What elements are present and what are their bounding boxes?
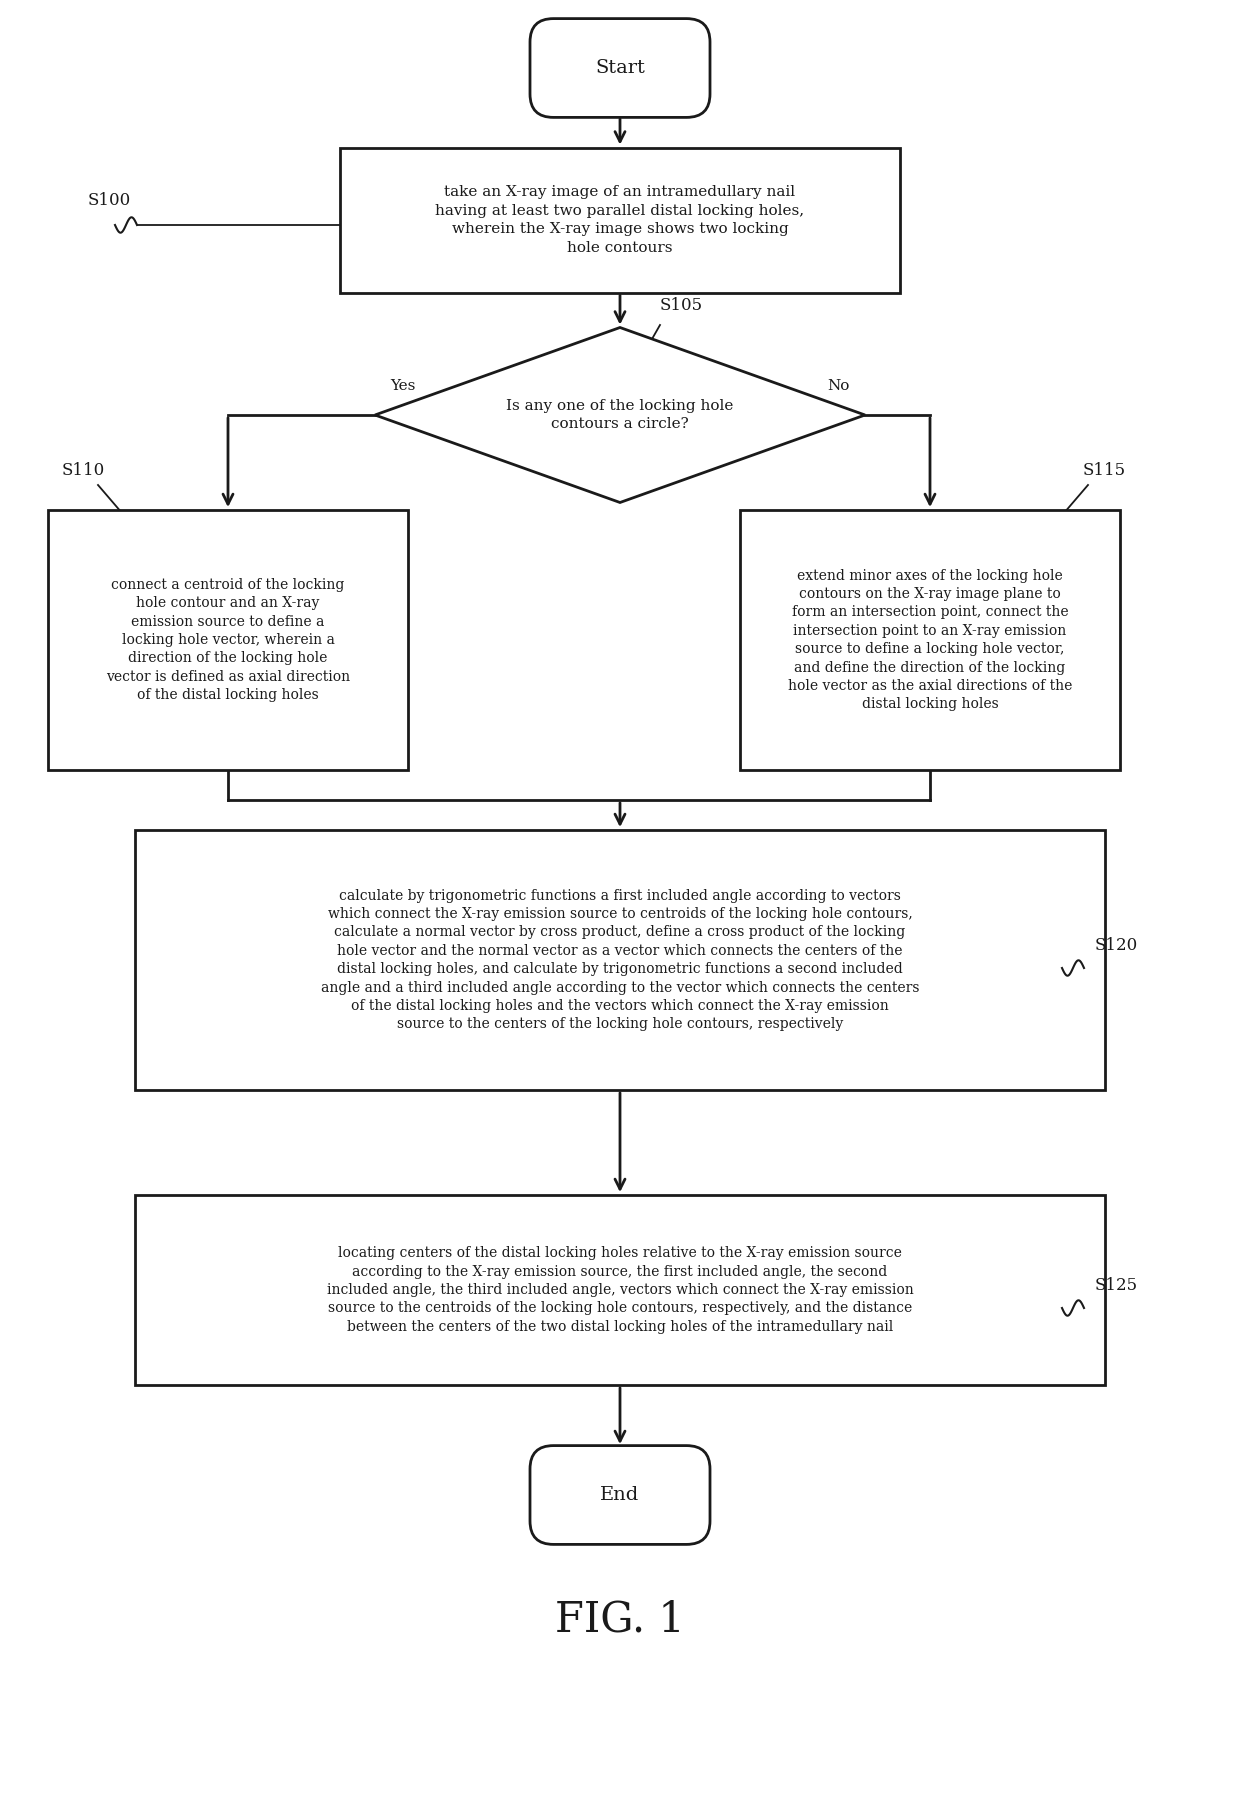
Polygon shape [374, 328, 866, 502]
Text: Start: Start [595, 60, 645, 76]
Text: Yes: Yes [391, 379, 415, 393]
Text: S115: S115 [1083, 462, 1126, 478]
Text: calculate by trigonometric functions a first included angle according to vectors: calculate by trigonometric functions a f… [321, 888, 919, 1031]
Text: FIG. 1: FIG. 1 [556, 1598, 684, 1642]
Text: Is any one of the locking hole
contours a circle?: Is any one of the locking hole contours … [506, 399, 734, 431]
Bar [135, 1194, 1105, 1384]
FancyBboxPatch shape [529, 18, 711, 118]
Text: locating centers of the distal locking holes relative to the X-ray emission sour: locating centers of the distal locking h… [326, 1247, 914, 1334]
Text: S105: S105 [660, 297, 703, 313]
Text: S110: S110 [62, 462, 105, 478]
Text: S125: S125 [1095, 1277, 1138, 1294]
Text: End: End [600, 1486, 640, 1504]
Bar [340, 147, 900, 292]
Bar [135, 830, 1105, 1091]
Text: S100: S100 [88, 192, 131, 208]
Bar [48, 509, 408, 770]
FancyBboxPatch shape [529, 1446, 711, 1544]
Text: S120: S120 [1095, 937, 1138, 953]
Text: connect a centroid of the locking
hole contour and an X-ray
emission source to d: connect a centroid of the locking hole c… [105, 578, 350, 703]
Text: take an X-ray image of an intramedullary nail
having at least two parallel dista: take an X-ray image of an intramedullary… [435, 185, 805, 255]
Bar [740, 509, 1120, 770]
Text: No: No [827, 379, 849, 393]
Text: extend minor axes of the locking hole
contours on the X-ray image plane to
form : extend minor axes of the locking hole co… [787, 569, 1073, 712]
